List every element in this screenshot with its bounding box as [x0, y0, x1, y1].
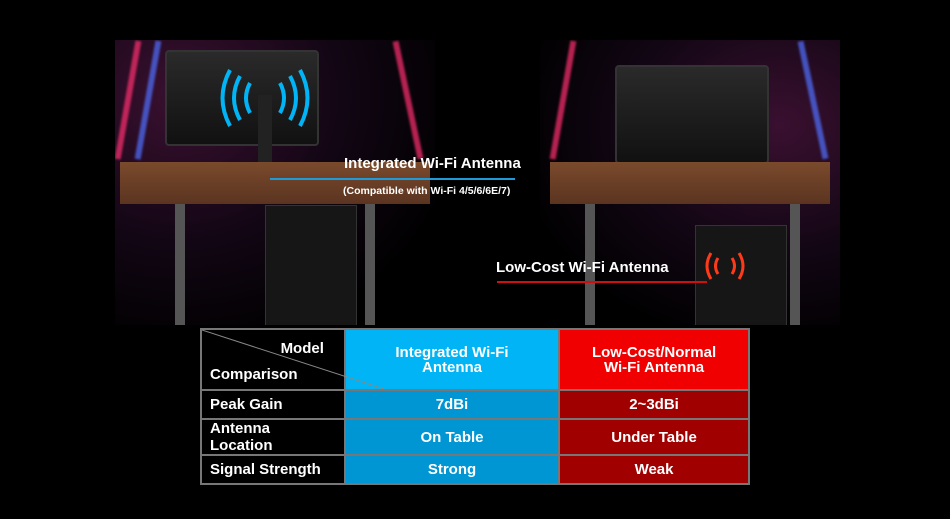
corner-model-label: Model [280, 340, 324, 357]
desk [120, 162, 430, 204]
light-streak [549, 40, 577, 160]
integrated-value: 7dBi [343, 389, 561, 420]
integrated-value: On Table [343, 418, 561, 456]
desk [550, 162, 830, 204]
desk-leg [585, 204, 595, 325]
lowcost-callout-line [497, 281, 707, 283]
table-header-row: Model Comparison Integrated Wi-Fi Antenn… [200, 328, 750, 391]
integrated-callout-subtitle: (Compatible with Wi-Fi 4/5/6/6E/7) [343, 185, 511, 197]
integrated-antenna-scene [115, 40, 435, 325]
column-header-lowcost: Low-Cost/Normal Wi-Fi Antenna [558, 328, 750, 391]
lowcost-antenna-scene [540, 40, 840, 325]
table-row: Signal Strength Strong Weak [200, 454, 750, 485]
lowcost-value: 2~3dBi [558, 389, 750, 420]
table-corner-cell: Model Comparison [200, 328, 384, 391]
monitor [615, 65, 769, 164]
light-streak [797, 40, 829, 160]
light-streak [392, 40, 424, 160]
lowcost-value: Under Table [558, 418, 750, 456]
wifi-waves-icon [220, 69, 310, 127]
column-header-integrated: Integrated Wi-Fi Antenna [343, 328, 561, 391]
row-label: Signal Strength [200, 454, 346, 485]
comparison-table: Model Comparison Integrated Wi-Fi Antenn… [200, 328, 750, 485]
diagonal-divider [202, 330, 384, 389]
lowcost-callout-title: Low-Cost Wi-Fi Antenna [496, 259, 669, 276]
integrated-callout-line [270, 178, 515, 180]
wifi-waves-icon [705, 252, 745, 280]
desk-leg [365, 204, 375, 325]
row-label: Antenna Location [200, 418, 346, 456]
integrated-callout-title: Integrated Wi-Fi Antenna [344, 155, 521, 172]
table-row: Antenna Location On Table Under Table [200, 418, 750, 456]
lowcost-value: Weak [558, 454, 750, 485]
monitor [165, 50, 319, 146]
row-label: Peak Gain [200, 389, 346, 420]
pc-case [265, 205, 357, 325]
table-row: Peak Gain 7dBi 2~3dBi [200, 389, 750, 420]
desk-leg [175, 204, 185, 325]
integrated-value: Strong [343, 454, 561, 485]
light-streak [134, 40, 162, 160]
desk-leg [790, 204, 800, 325]
corner-comparison-label: Comparison [210, 366, 298, 383]
